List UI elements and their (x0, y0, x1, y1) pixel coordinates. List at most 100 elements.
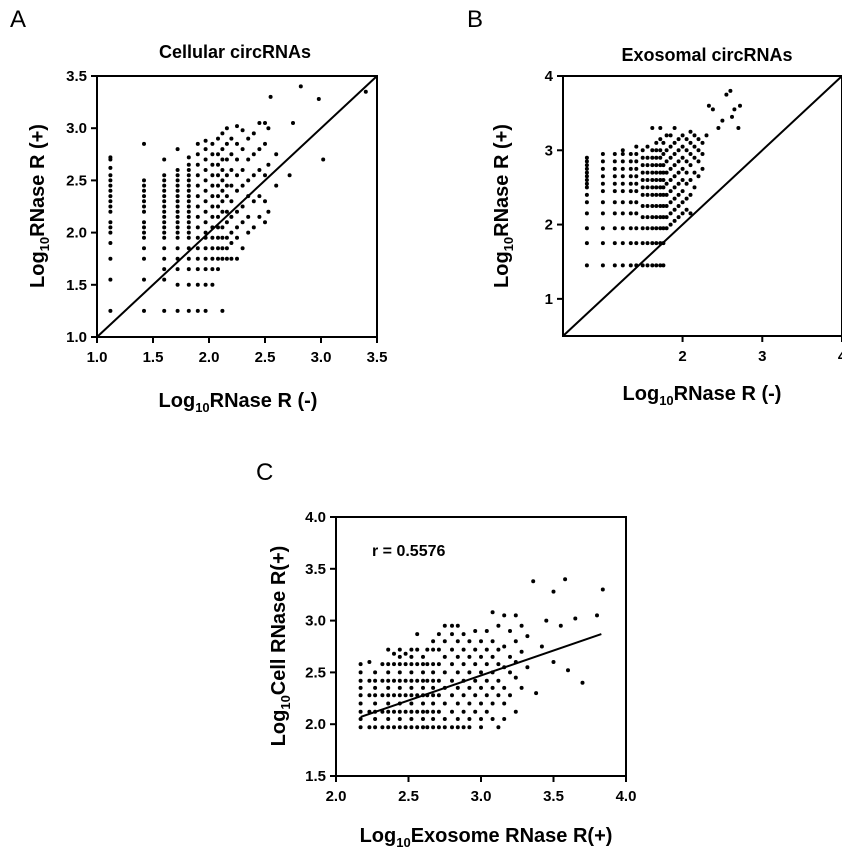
chart-a-point (266, 209, 271, 214)
chart-a-point (240, 128, 245, 133)
chart-c-point (409, 647, 414, 652)
chart-a-point (246, 230, 251, 235)
chart-a-point (142, 194, 146, 199)
chart-b-point (650, 241, 655, 246)
chart-b-point (634, 152, 639, 156)
chart-a-point (175, 188, 180, 193)
chart-b-point (612, 263, 617, 268)
chart-c-point (496, 725, 501, 730)
chart-b-point (661, 140, 666, 145)
chart-a-point (220, 225, 225, 230)
chart-c-point (467, 701, 472, 706)
chart-a-point (263, 173, 267, 178)
chart-b-point (661, 226, 666, 231)
chart-a-point (216, 136, 220, 141)
chart-c-point (373, 685, 378, 690)
chart-a-point (162, 308, 167, 313)
chart-c-point (551, 660, 556, 664)
chart-c-point (450, 693, 454, 698)
chart-b-point (612, 152, 617, 156)
chart-c-point (403, 678, 408, 683)
chart-b-x-label-sub: 10 (659, 393, 673, 408)
chart-c-point (484, 647, 489, 652)
chart-c-point (397, 709, 402, 714)
chart-b-point (664, 215, 669, 220)
chart-b-point (692, 155, 697, 160)
chart-b-point (634, 159, 639, 164)
chart-c-point (358, 662, 363, 667)
chart-b-point (654, 140, 659, 145)
chart-c: 2.0 2.5 3.0 3.5 4.01.52.02.53.03.54.0 r = 0.… (268, 509, 636, 850)
chart-a-point (266, 162, 271, 167)
chart-b-point (600, 263, 605, 268)
chart-c-point (563, 577, 568, 582)
chart-a-point (142, 220, 146, 225)
chart-b-points (584, 88, 742, 268)
chart-a-x-label-rest: RNase R (-) (210, 390, 318, 412)
chart-c-point (431, 701, 436, 706)
chart-a-point (186, 267, 191, 272)
chart-a-point (210, 183, 215, 188)
chart-b-point (658, 170, 663, 175)
chart-b-point (664, 148, 669, 153)
chart-b-point (650, 263, 655, 268)
chart-b-point (692, 170, 697, 175)
chart-c-point (484, 629, 489, 633)
chart-a-y-tick-label: 1.0 (66, 329, 87, 346)
chart-a-point (229, 152, 234, 157)
chart-c-y-label: Log10Cell RNase R(+) (268, 546, 293, 747)
chart-b-point (600, 211, 605, 216)
chart-b-point (640, 148, 645, 153)
chart-b-point (658, 163, 663, 168)
chart-c-point (436, 647, 441, 652)
chart-b-point (584, 200, 589, 205)
chart-c-point (409, 670, 414, 675)
chart-a-points (108, 84, 368, 313)
chart-b-point (680, 166, 685, 171)
chart-b-point (640, 192, 645, 197)
chart-c-point (421, 678, 425, 683)
chart-b-point (680, 133, 685, 138)
chart-c-point (421, 717, 425, 721)
chart-a-point (186, 188, 191, 193)
chart-b-point (654, 241, 659, 246)
chart-b-x-label-rest: RNase R (-) (674, 383, 782, 405)
chart-a-point (175, 230, 180, 235)
chart-c-point (600, 587, 605, 592)
chart-b-point (584, 159, 589, 164)
chart-a-point (108, 241, 113, 245)
chart-c-y-tick-label: 3.5 (305, 561, 326, 578)
chart-a-point (235, 225, 239, 230)
chart-c-point (386, 685, 391, 690)
chart-a-point (229, 183, 234, 188)
chart-b-point (664, 192, 669, 197)
chart-b-point (661, 185, 666, 190)
chart-b-point (654, 148, 659, 153)
chart-c-point (373, 670, 378, 675)
chart-b-point (628, 241, 633, 246)
chart-b-point (640, 170, 645, 175)
chart-c-x-label: Log10Exosome RNase R(+) (360, 825, 613, 850)
chart-b-point (650, 185, 655, 190)
chart-a-y-label-rest: RNase R (+) (27, 124, 49, 237)
chart-c-point (461, 725, 466, 730)
chart-a-point (235, 124, 239, 129)
chart-a-point (240, 204, 245, 209)
chart-c-point (373, 678, 378, 683)
chart-c-point (513, 613, 518, 618)
chart-a-point (108, 194, 113, 199)
chart-a-point (251, 199, 256, 204)
chart-b-point (645, 215, 650, 220)
chart-c-point (386, 647, 391, 652)
chart-b-point (661, 192, 666, 197)
chart-c-point (455, 701, 460, 706)
chart-b-point (584, 211, 589, 216)
chart-b-point (650, 148, 655, 153)
chart-a-point (224, 157, 229, 162)
chart-a-point (162, 256, 167, 261)
chart-b-point (680, 189, 685, 194)
chart-b-y-label-rest: RNase R (+) (491, 124, 513, 237)
chart-b-point (640, 241, 645, 246)
chart-a-x-tick-label: 3.5 (367, 349, 388, 366)
